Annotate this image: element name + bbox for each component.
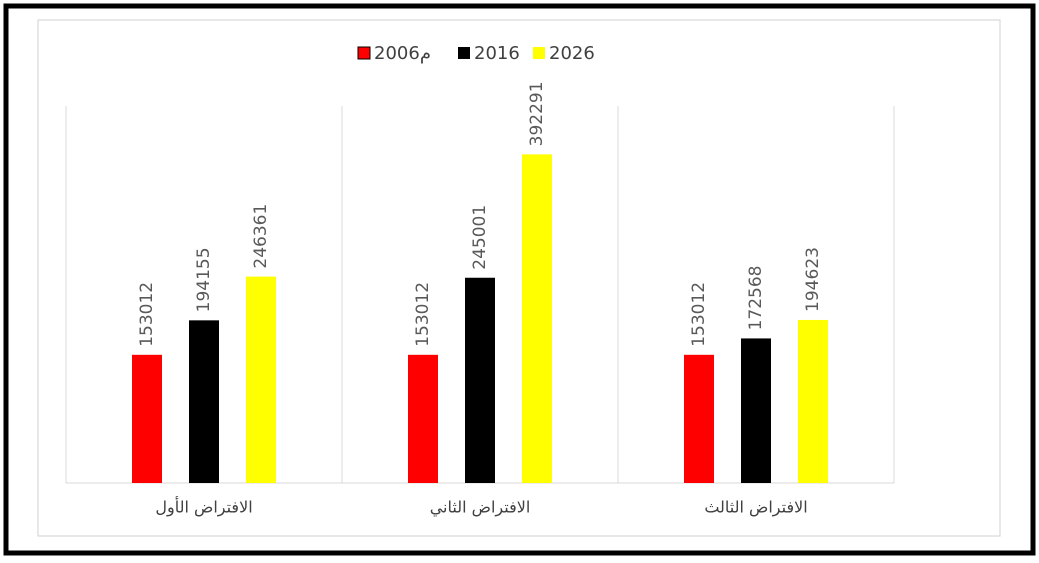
bar: [684, 354, 714, 483]
legend-label: 2026: [549, 43, 595, 64]
legend-swatch: [357, 46, 371, 60]
data-label: 194623: [803, 247, 823, 312]
legend-swatch: [458, 47, 470, 59]
x-tick-label: الافتراض الثالث: [704, 498, 807, 518]
x-tick-label: الافتراض الثاني: [430, 498, 531, 518]
data-label: 245001: [470, 205, 490, 270]
data-label: 194155: [194, 247, 214, 312]
data-label: 153012: [689, 282, 709, 347]
bar: [798, 319, 828, 483]
bar: [522, 154, 552, 483]
data-label: 153012: [413, 282, 433, 347]
x-tick-label: الافتراض الأول: [155, 496, 252, 518]
data-label: 153012: [137, 282, 157, 347]
legend-label: 2006م: [374, 43, 431, 64]
bar: [189, 320, 219, 483]
data-label: 392291: [527, 81, 547, 146]
bar: [132, 354, 162, 483]
chart-area: [37, 19, 1001, 537]
legend-swatch: [533, 47, 545, 59]
bar: [465, 277, 495, 483]
bar: [408, 354, 438, 483]
data-label: 172568: [746, 266, 766, 331]
bar: [246, 276, 276, 483]
legend-label: 2016: [474, 43, 520, 64]
data-label: 246361: [251, 204, 271, 269]
bar: [741, 338, 771, 483]
